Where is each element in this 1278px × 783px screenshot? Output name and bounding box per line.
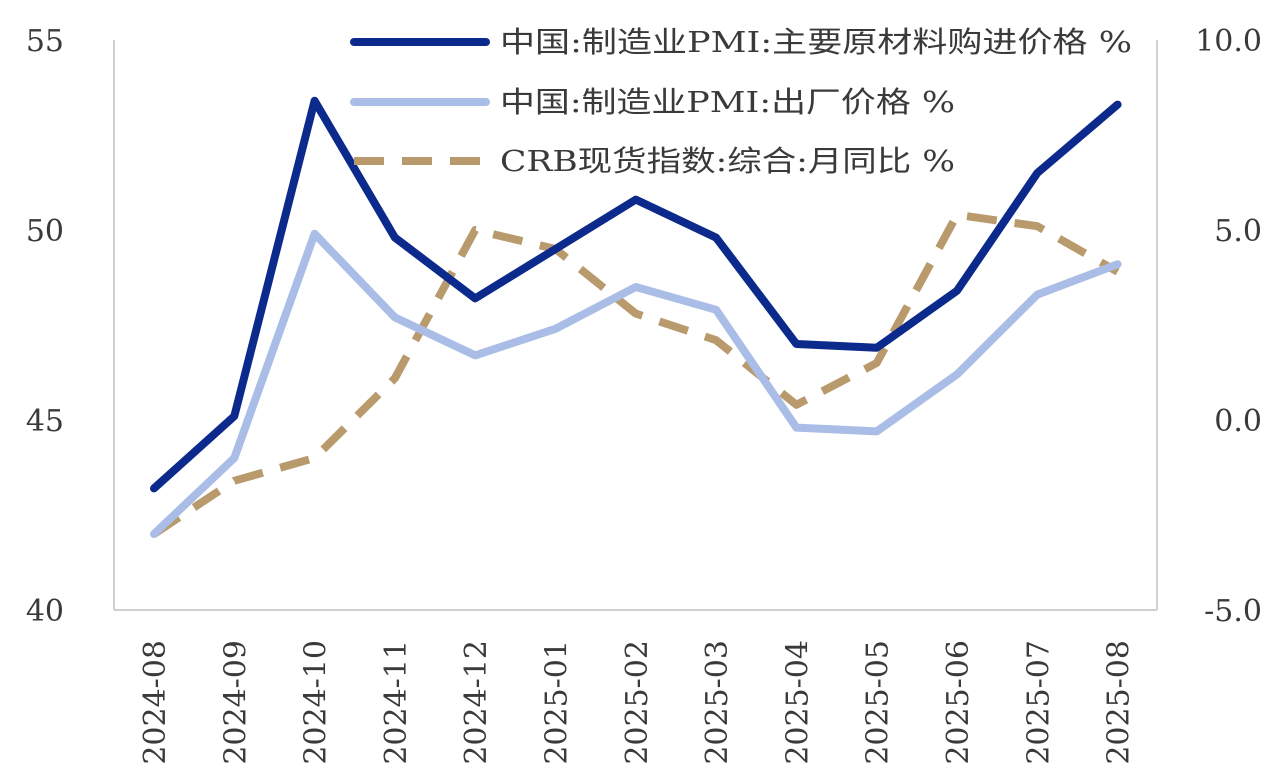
right-tick-label: -5.0 — [1204, 594, 1262, 629]
left-tick-label: 55 — [26, 24, 64, 59]
x-tick-label: 2025-03 — [700, 640, 735, 765]
legend-label-1: 中国:制造业PMI:主要原材料购进价格 % — [500, 25, 1132, 59]
left-tick-label: 40 — [26, 594, 64, 629]
left-tick-label: 45 — [26, 404, 64, 439]
x-tick-label: 2024-09 — [218, 640, 253, 765]
x-axis-ticks: 2024-08 2024-09 2024-10 2024-11 2024-12 2025-… — [138, 640, 1137, 765]
axes — [113, 40, 1158, 611]
right-axis-ticks: -5.0 0.0 5.0 10.0 — [1195, 24, 1262, 629]
left-tick-label: 50 — [26, 214, 64, 249]
x-tick-label: 2024-08 — [138, 640, 173, 765]
legend-label-2: 中国:制造业PMI:出厂价格 % — [500, 85, 955, 119]
series-line-1 — [150, 96, 1122, 493]
series-line-3 — [151, 210, 1120, 538]
legend-label-3: CRB现货指数:综合:月同比 % — [500, 144, 955, 178]
x-tick-label: 2025-05 — [861, 640, 896, 765]
x-tick-label: 2025-04 — [780, 640, 815, 765]
x-tick-label: 2024-11 — [379, 640, 414, 765]
right-tick-label: 5.0 — [1214, 214, 1262, 249]
x-tick-label: 2024-10 — [299, 640, 334, 765]
x-tick-label: 2025-08 — [1102, 640, 1137, 765]
x-tick-label: 2024-12 — [459, 640, 494, 765]
legend: 中国:制造业PMI:主要原材料购进价格 % 中国:制造业PMI:出厂价格 % CRB… — [350, 25, 1132, 178]
right-tick-label: 0.0 — [1214, 404, 1262, 439]
x-tick-label: 2025-01 — [540, 640, 575, 765]
x-tick-label: 2025-06 — [941, 640, 976, 765]
series-layer — [150, 96, 1122, 538]
x-tick-label: 2025-07 — [1021, 640, 1056, 765]
left-axis-ticks: 40 45 50 55 — [26, 24, 64, 629]
x-tick-label: 2025-02 — [620, 640, 655, 765]
series-line-2 — [150, 229, 1122, 538]
right-tick-label: 10.0 — [1195, 24, 1262, 59]
